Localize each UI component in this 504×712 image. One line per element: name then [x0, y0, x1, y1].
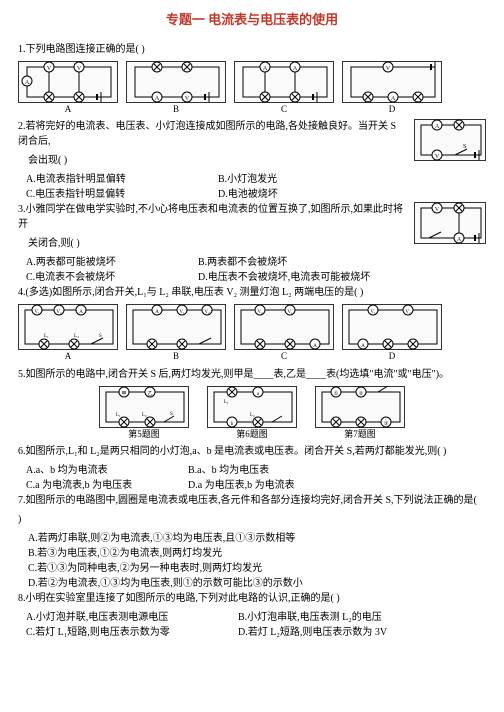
q3-circuit: VA [414, 202, 486, 244]
svg-text:V₂: V₂ [204, 310, 210, 315]
q4-text: 4.(多选)如图所示,闭合开关,L₁与 L₂ 串联,电压表 V₂ 测量灯泡 L₂… [18, 285, 486, 300]
q8-c: C.若灯 L₁短路,则电压表示数为零 [26, 625, 226, 640]
svg-text:①: ① [334, 391, 339, 397]
svg-text:S: S [463, 144, 466, 150]
svg-text:V₂: V₂ [257, 310, 263, 315]
svg-text:A: A [391, 96, 396, 102]
q5-circuits: 甲L₁L₂乙S第5题图 L₁abL₂第6题图 ①②③第7题图 [18, 386, 486, 442]
q6-b: B.a、b 均为电压表 [188, 463, 269, 478]
q3-c: C.电流表不会被烧坏 [26, 270, 186, 285]
svg-text:A: A [79, 310, 83, 315]
svg-text:A: A [361, 344, 365, 349]
q7-b: B.若③为电压表,①②为电流表,则两灯均发光 [28, 546, 486, 561]
q8-d: D.若灯 L₂短路,则电压表示数为 3V [238, 625, 387, 640]
svg-text:甲: 甲 [121, 391, 126, 397]
q8-text: 8.小明在实验室里连接了如图所示的电路,下列对此电路的认识,正确的是( ) [18, 591, 486, 606]
q2-c: C.电压表指针明显偏转 [26, 187, 206, 202]
svg-text:V₂: V₂ [56, 310, 62, 315]
q1-circuits: V V A A A V B A A C V A D [18, 61, 486, 117]
svg-text:A: A [155, 96, 160, 102]
q7-a: A.若两灯串联,则②为电流表,①③均为电压表,且①③示数相等 [28, 531, 486, 546]
q6-c: C.a 为电流表,b 为电压表 [26, 478, 176, 493]
svg-text:V: V [435, 207, 440, 213]
q7-d: D.若②为电流表,①③均为电压表,则①的示数可能比③的示数小 [28, 576, 486, 591]
q2-b: B.小灯泡发光 [218, 172, 277, 187]
svg-text:V: V [47, 66, 52, 72]
svg-text:L₁: L₁ [116, 413, 121, 418]
svg-text:V₂: V₂ [405, 310, 411, 315]
svg-text:V₁: V₁ [287, 310, 293, 315]
svg-text:③: ③ [384, 421, 389, 427]
q2-circuit: A V S [414, 119, 486, 161]
svg-text:L₁: L₁ [44, 334, 49, 339]
q4-circuits: V₁V₂AL₁L₂SA AV₁V₂B V₂V₁AC V₁V₂AD [18, 304, 486, 364]
svg-text:S: S [170, 412, 173, 417]
q2-d: D.电池被烧坏 [218, 187, 278, 202]
svg-text:L₁: L₁ [224, 400, 229, 405]
q5-text: 5.如图所示的电路中,闭合开关 S 后,两灯均发光,则甲是____表,乙是___… [18, 367, 486, 382]
page-title: 专题一 电流表与电压表的使用 [18, 10, 486, 30]
svg-text:V₁: V₁ [370, 310, 376, 315]
q7-c: C.若①③为同种电表,②为另一种电表时,则两灯均发光 [28, 561, 486, 576]
q1-label-d: D [342, 103, 442, 117]
q2-a: A.电流表指针明显偏转 [26, 172, 206, 187]
q8-b: B.小灯泡串联,电压表测 L₂的电压 [238, 610, 382, 625]
q1-text: 1.下列电路图连接正确的是( ) [18, 42, 486, 57]
q1-label-c: C [234, 103, 334, 117]
svg-text:A: A [457, 237, 462, 243]
svg-text:A: A [313, 344, 317, 349]
q1-label-a: A [18, 103, 118, 117]
svg-text:V: V [435, 154, 440, 160]
svg-text:V₁: V₁ [34, 310, 40, 315]
svg-text:V: V [386, 66, 391, 72]
svg-text:V: V [185, 96, 190, 102]
svg-text:A: A [293, 66, 298, 72]
q6-a: A.a、b 均为电流表 [26, 463, 176, 478]
q3-d: D.电压表不会被烧坏,电流表可能被烧坏 [198, 270, 370, 285]
svg-text:②: ② [359, 391, 364, 397]
q7-text2: ) [18, 512, 486, 527]
svg-text:A: A [155, 310, 159, 315]
svg-text:乙: 乙 [147, 390, 152, 397]
svg-text:L₂: L₂ [142, 413, 147, 418]
svg-text:A: A [25, 80, 30, 86]
q3-b: B.两表都不会被烧坏 [198, 255, 287, 270]
svg-text:V: V [77, 66, 82, 72]
svg-text:S: S [99, 334, 102, 339]
q1-label-b: B [126, 103, 226, 117]
svg-text:A: A [263, 66, 268, 72]
q3-a: A.两表都可能被烧坏 [26, 255, 186, 270]
svg-text:V₁: V₁ [179, 310, 185, 315]
svg-text:A: A [435, 124, 440, 130]
svg-text:L₂: L₂ [74, 334, 79, 339]
q8-a: A.小灯泡并联,电压表测电源电压 [26, 610, 226, 625]
q6-text: 6.如图所示,L₁和 L₂是两只相同的小灯泡,a、b 是电流表或电压表。闭合开关… [18, 444, 486, 459]
q7-text: 7.如图所示的电路图中,圆圈是电流表或电压表,各元件和各部分连接均完好,闭合开关… [18, 493, 486, 508]
q6-d: D.a 为电压表,b 为电流表 [188, 478, 295, 493]
svg-text:L₂: L₂ [250, 413, 255, 418]
